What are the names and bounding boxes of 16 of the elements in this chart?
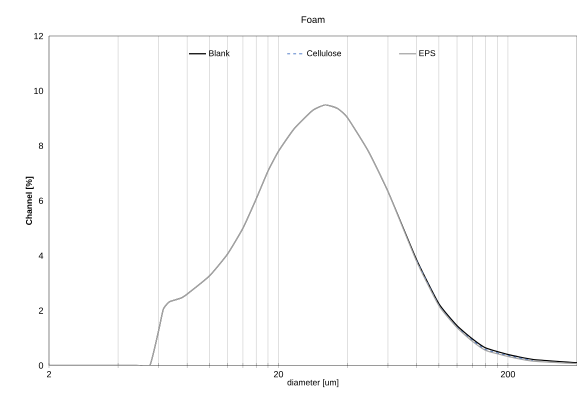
x-tick-label: 20 bbox=[274, 371, 284, 378]
x-tick-label: 200 bbox=[500, 371, 516, 378]
y-tick-label: 6 bbox=[38, 198, 44, 204]
y-tick-label: 2 bbox=[38, 307, 44, 314]
chart-title: Foam bbox=[302, 16, 324, 23]
y-axis-title: Channel [%] bbox=[26, 176, 34, 225]
x-tick-label: 2 bbox=[46, 371, 52, 378]
legend-label: EPS bbox=[419, 50, 436, 56]
y-tick-label: 12 bbox=[34, 32, 44, 40]
y-tick-label: 8 bbox=[38, 142, 44, 150]
y-tick-label: 0 bbox=[38, 362, 44, 369]
x-axis-title: diameter [um] bbox=[287, 379, 338, 388]
legend-label: Cellulose bbox=[307, 50, 342, 56]
y-tick-label: 10 bbox=[34, 88, 44, 94]
y-tick-label: 4 bbox=[38, 252, 44, 259]
legend-label: Blank bbox=[209, 50, 230, 56]
